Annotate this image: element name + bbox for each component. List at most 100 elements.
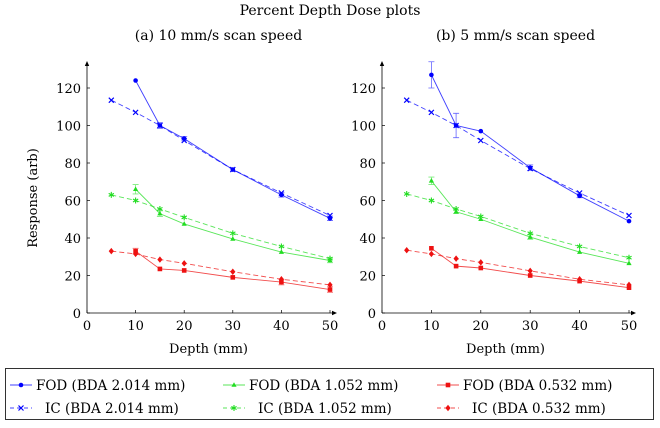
- data-point: [576, 190, 583, 196]
- series-line: [135, 250, 331, 291]
- data-point: [181, 214, 188, 221]
- x-tick-label: 40: [273, 319, 290, 334]
- data-point: [327, 281, 333, 289]
- chart-panel-a: (a) 10 mm/s scan speed 0 10 20 30 40 50 0 20 40 60…: [26, 28, 338, 357]
- legend-label: IC (BDA 2.014 mm): [45, 401, 179, 417]
- series-2: [428, 176, 632, 266]
- data-point: [404, 246, 410, 254]
- data-point: [157, 205, 163, 212]
- data-point: [428, 178, 434, 183]
- data-point: [428, 197, 435, 204]
- series-line: [431, 247, 630, 289]
- data-point: [453, 122, 460, 129]
- legend-label: FOD (BDA 1.052 mm): [249, 378, 398, 394]
- x-tick-label: 50: [621, 319, 638, 334]
- data-point: [156, 122, 163, 129]
- series-line: [135, 80, 331, 219]
- legend-marker: [231, 382, 237, 387]
- series-1: [403, 97, 632, 219]
- data-point: [477, 137, 484, 144]
- legend-item: FOD (BDA 0.532 mm): [437, 378, 612, 394]
- data-point: [527, 230, 534, 237]
- data-point: [181, 260, 187, 267]
- legend-marker: [18, 382, 24, 388]
- y-tick-label: 80: [359, 157, 376, 172]
- y-axis-label: Response (arb): [26, 148, 41, 248]
- x-tick-label: 0: [83, 319, 91, 334]
- data-point: [181, 137, 188, 144]
- x-axis-label: Depth (mm): [169, 342, 248, 357]
- y-axis-arrow: [379, 61, 385, 66]
- series-line: [135, 188, 331, 261]
- y-tick-label: 60: [359, 195, 376, 210]
- data-point: [278, 190, 285, 196]
- legend-label: IC (BDA 0.532 mm): [472, 401, 606, 417]
- data-point: [527, 267, 533, 275]
- series-3: [108, 191, 333, 262]
- legend-item: FOD (BDA 2.014 mm): [10, 378, 185, 394]
- legend-item: IC (BDA 1.052 mm): [223, 401, 392, 417]
- data-point: [527, 165, 533, 170]
- suptitle: Percent Depth Dose plots: [240, 3, 421, 19]
- data-point: [157, 256, 163, 263]
- y-tick-label: 40: [359, 232, 376, 247]
- x-tick-label: 20: [473, 319, 490, 334]
- data-point: [477, 213, 484, 220]
- data-point: [229, 166, 236, 173]
- x-axis-arrow: [631, 310, 636, 316]
- data-point: [403, 97, 410, 104]
- data-point: [453, 255, 459, 262]
- data-point: [278, 249, 284, 254]
- data-point: [157, 266, 163, 272]
- y-tick-label: 20: [359, 270, 376, 285]
- data-point: [108, 247, 114, 255]
- panel-title: (b) 5 mm/s scan speed: [436, 28, 595, 44]
- y-tick-label: 80: [64, 157, 81, 172]
- series-2: [132, 184, 333, 264]
- data-point: [626, 218, 632, 224]
- data-point: [132, 109, 139, 116]
- data-point: [453, 263, 459, 269]
- data-point: [428, 109, 435, 116]
- data-point: [132, 197, 139, 204]
- series-0: [133, 78, 333, 221]
- legend-item: IC (BDA 0.532 mm): [437, 401, 606, 417]
- data-point: [133, 186, 139, 192]
- series-5: [108, 247, 333, 289]
- series-line: [111, 194, 331, 260]
- data-point: [478, 128, 484, 134]
- data-point: [626, 212, 632, 219]
- data-point: [527, 273, 533, 278]
- legend-marker: [231, 405, 237, 411]
- x-tick-label: 10: [423, 319, 440, 334]
- legend-item: FOD (BDA 1.052 mm): [223, 378, 398, 394]
- legend-label: FOD (BDA 2.014 mm): [36, 378, 185, 394]
- data-point: [278, 276, 284, 283]
- data-point: [230, 268, 236, 275]
- legend-item: IC (BDA 2.014 mm): [10, 401, 179, 417]
- data-point: [108, 191, 115, 198]
- x-axis-label: Depth (mm): [466, 342, 545, 357]
- y-axis-arrow: [84, 61, 90, 66]
- x-tick-label: 30: [522, 319, 539, 334]
- y-tick-label: 120: [56, 82, 81, 97]
- x-tick-label: 0: [378, 319, 386, 334]
- data-point: [327, 287, 333, 292]
- x-tick-label: 10: [127, 319, 144, 334]
- data-point: [576, 243, 583, 250]
- x-tick-label: 50: [322, 319, 339, 334]
- data-point: [626, 254, 632, 261]
- data-point: [577, 249, 583, 254]
- y-tick-label: 40: [64, 232, 81, 247]
- y-tick-label: 0: [368, 307, 376, 322]
- data-point: [327, 255, 333, 262]
- x-tick-label: 40: [571, 319, 588, 334]
- data-point: [133, 250, 139, 258]
- chart-panel-b: (b) 5 mm/s scan speed 0 10 20 30 40 50 0 20 40 60 8…: [351, 28, 637, 357]
- data-point: [527, 165, 534, 172]
- data-point: [229, 230, 236, 237]
- x-tick-label: 20: [176, 319, 193, 334]
- legend-marker: [445, 382, 451, 388]
- series-5: [404, 246, 632, 289]
